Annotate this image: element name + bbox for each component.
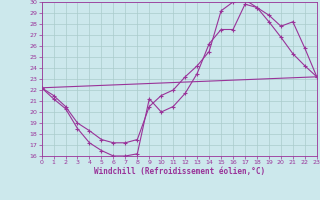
X-axis label: Windchill (Refroidissement éolien,°C): Windchill (Refroidissement éolien,°C) bbox=[94, 167, 265, 176]
